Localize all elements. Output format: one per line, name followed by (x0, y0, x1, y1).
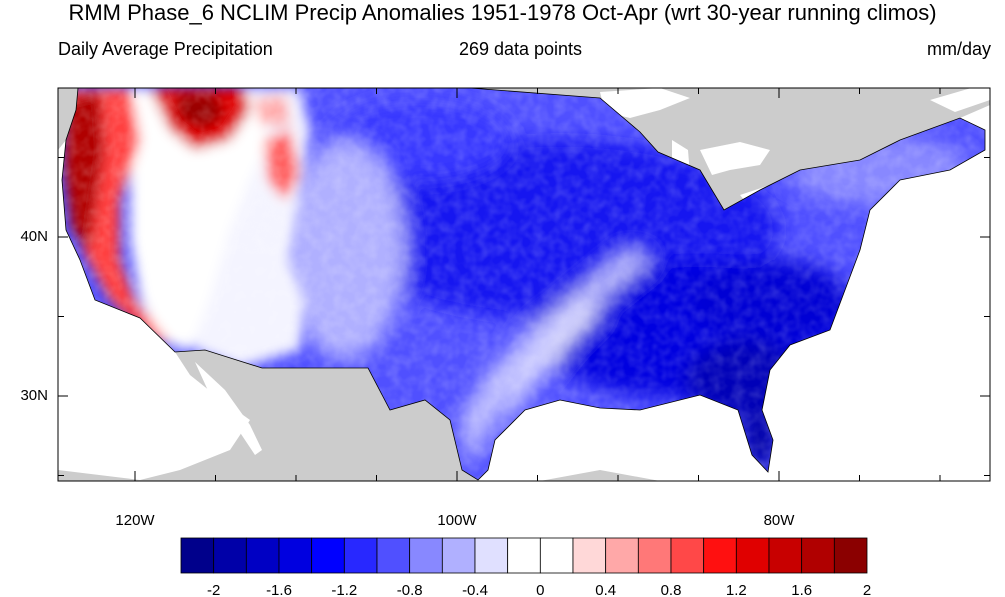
colorbar-swatch (278, 537, 313, 574)
colorbar-swatch (311, 537, 345, 574)
colorbar-label: 0.4 (595, 582, 616, 597)
chart-title: RMM Phase_6 NCLIM Precip Anomalies 1951-… (68, 0, 937, 25)
colorbar-swatch (245, 537, 280, 574)
lat-label-30n: 30N (20, 387, 48, 404)
colorbar-swatch (735, 537, 770, 574)
colorbar-labels: -2 -1.6 -1.2 -0.8 -0.4 0 0.4 0.8 1.2 1.6 2 (207, 582, 871, 597)
colorbar (180, 537, 868, 574)
colorbar-swatch (409, 537, 443, 574)
colorbar-label: 1.6 (791, 582, 812, 597)
colorbar-swatch (801, 537, 835, 574)
colorbar-label: -1.6 (266, 582, 292, 597)
colorbar-swatch (180, 537, 215, 574)
colorbar-label: 2 (863, 582, 871, 597)
colorbar-label: -2 (207, 582, 220, 597)
colorbar-swatch (376, 537, 411, 574)
axis-ticks (58, 88, 990, 481)
subtitle-center: 269 data points (458, 39, 583, 59)
colorbar-swatch (768, 537, 803, 574)
colorbar-swatch (605, 537, 639, 574)
map-frame (57, 87, 991, 482)
colorbar-swatch (474, 537, 509, 574)
colorbar-label: -0.4 (462, 582, 488, 597)
us-coastline (61, 87, 986, 481)
lon-label-80w: 80W (764, 512, 796, 529)
colorbar-label: -1.2 (331, 582, 357, 597)
colorbar-swatch (637, 537, 672, 574)
colorbar-swatch (572, 537, 607, 574)
colorbar-swatch (670, 537, 705, 574)
lon-label-120w: 120W (115, 512, 155, 529)
colorbar-label: 1.2 (726, 582, 747, 597)
colorbar-label: -0.8 (397, 582, 423, 597)
colorbar-swatch (703, 537, 737, 574)
colorbar-swatch (833, 537, 868, 574)
colorbar-swatch (441, 537, 476, 574)
colorbar-swatch (507, 537, 541, 574)
subtitle-left: Daily Average Precipitation (58, 39, 273, 59)
colorbar-swatch (539, 537, 574, 574)
subtitle-units: mm/day (926, 39, 991, 59)
colorbar-label: 0.8 (661, 582, 682, 597)
lon-label-100w: 100W (437, 512, 477, 529)
colorbar-swatch (343, 537, 378, 574)
colorbar-label: 0 (536, 582, 544, 597)
lat-label-40n: 40N (20, 228, 48, 245)
colorbar-swatch (213, 537, 247, 574)
